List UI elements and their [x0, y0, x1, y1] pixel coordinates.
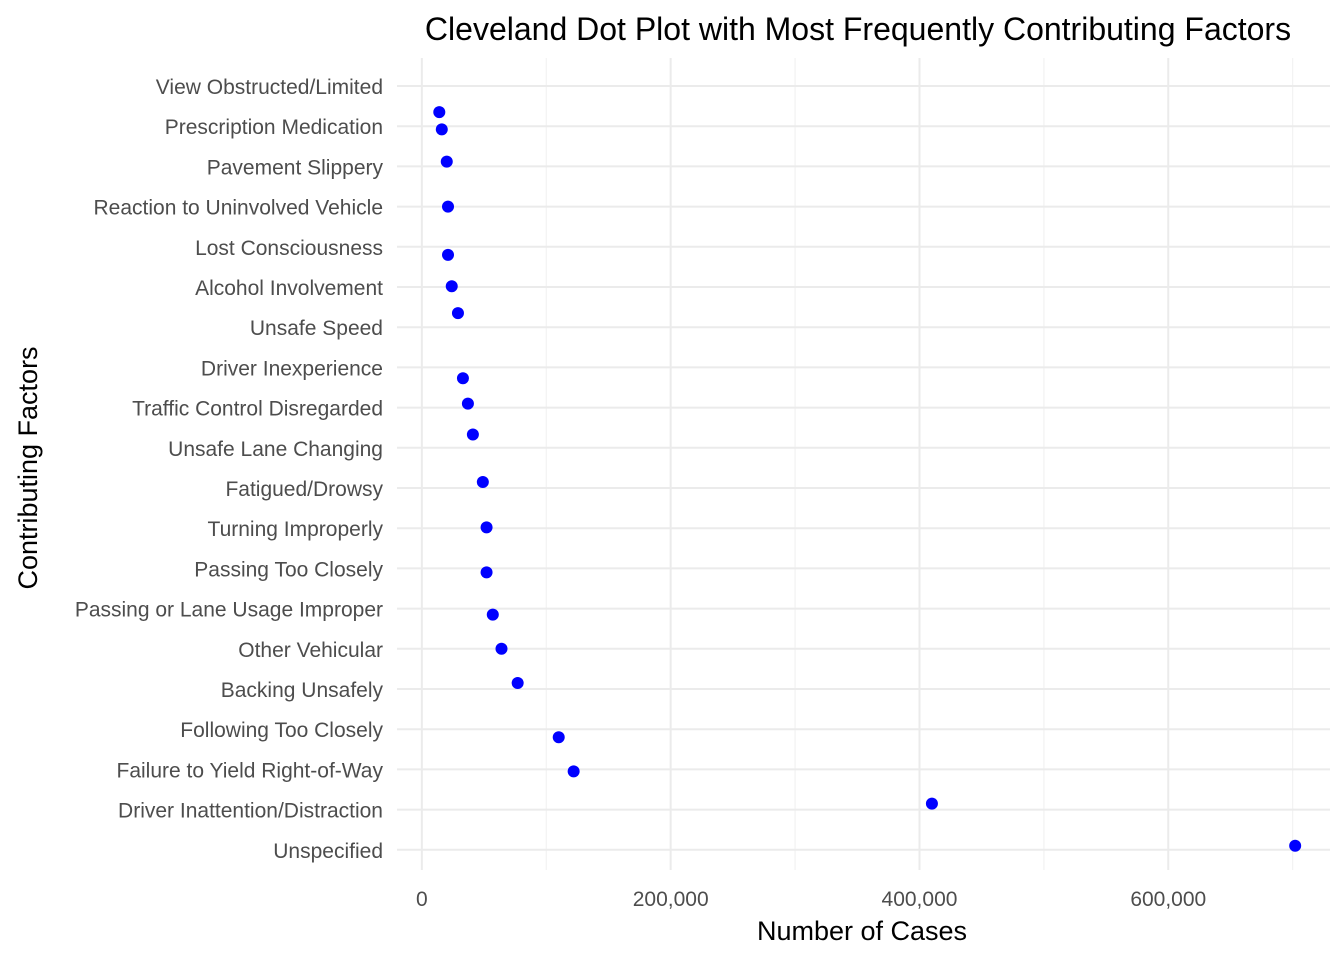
- x-tick-label: 0: [416, 888, 428, 911]
- y-tick-label: Unspecified: [273, 840, 383, 863]
- y-tick-label: Backing Unsafely: [221, 679, 384, 702]
- y-tick-label: Other Vehicular: [238, 639, 383, 662]
- data-point: [461, 397, 474, 410]
- data-point: [480, 521, 493, 534]
- chart-title: Cleveland Dot Plot with Most Frequently …: [425, 11, 1291, 47]
- y-tick-label: Unsafe Lane Changing: [168, 438, 383, 461]
- data-point: [552, 731, 565, 744]
- y-tick-label: Pavement Slippery: [207, 156, 384, 179]
- y-tick-label: Lost Consciousness: [195, 237, 383, 260]
- data-point: [442, 200, 455, 213]
- y-tick-label: Fatigued/Drowsy: [225, 478, 383, 501]
- data-point: [456, 372, 469, 385]
- y-tick-label: Following Too Closely: [180, 719, 383, 742]
- data-point: [433, 106, 446, 119]
- x-tick-label: 400,000: [882, 888, 958, 911]
- data-point: [925, 797, 938, 810]
- data-point: [435, 123, 448, 136]
- y-tick-label: Passing Too Closely: [194, 558, 383, 581]
- data-point: [445, 280, 458, 293]
- y-tick-label: Alcohol Involvement: [195, 277, 383, 300]
- y-tick-label: Turning Improperly: [208, 518, 384, 541]
- data-point: [486, 608, 499, 621]
- data-point: [451, 307, 464, 320]
- y-tick-label: Driver Inexperience: [201, 357, 383, 380]
- data-point: [466, 428, 479, 441]
- x-axis-title: Number of Cases: [757, 916, 967, 946]
- data-points: [433, 106, 1302, 852]
- y-tick-label: View Obstructed/Limited: [156, 76, 383, 99]
- y-tick-label: Passing or Lane Usage Improper: [75, 599, 383, 622]
- data-point: [511, 676, 524, 689]
- data-point: [1289, 839, 1302, 852]
- y-tick-label: Unsafe Speed: [250, 317, 383, 340]
- data-point: [440, 155, 453, 168]
- x-tick-labels: 0 200,000 400,000 600,000: [416, 888, 1206, 911]
- y-tick-labels: View Obstructed/Limited Prescription Medi…: [75, 76, 384, 863]
- y-tick-label: Failure to Yield Right-of-Way: [117, 759, 384, 782]
- data-point: [442, 248, 455, 261]
- data-point: [476, 475, 489, 488]
- y-tick-label: Reaction to Uninvolved Vehicle: [93, 197, 383, 220]
- data-point: [480, 566, 493, 579]
- y-tick-label: Prescription Medication: [165, 116, 383, 139]
- x-tick-label: 600,000: [1130, 888, 1206, 911]
- x-tick-label: 200,000: [633, 888, 709, 911]
- data-point: [567, 765, 580, 778]
- y-tick-label: Driver Inattention/Distraction: [118, 800, 383, 823]
- grid: [397, 58, 1330, 870]
- y-axis-title: Contributing Factors: [13, 346, 43, 589]
- y-tick-label: Traffic Control Disregarded: [132, 398, 383, 421]
- data-point: [495, 642, 508, 655]
